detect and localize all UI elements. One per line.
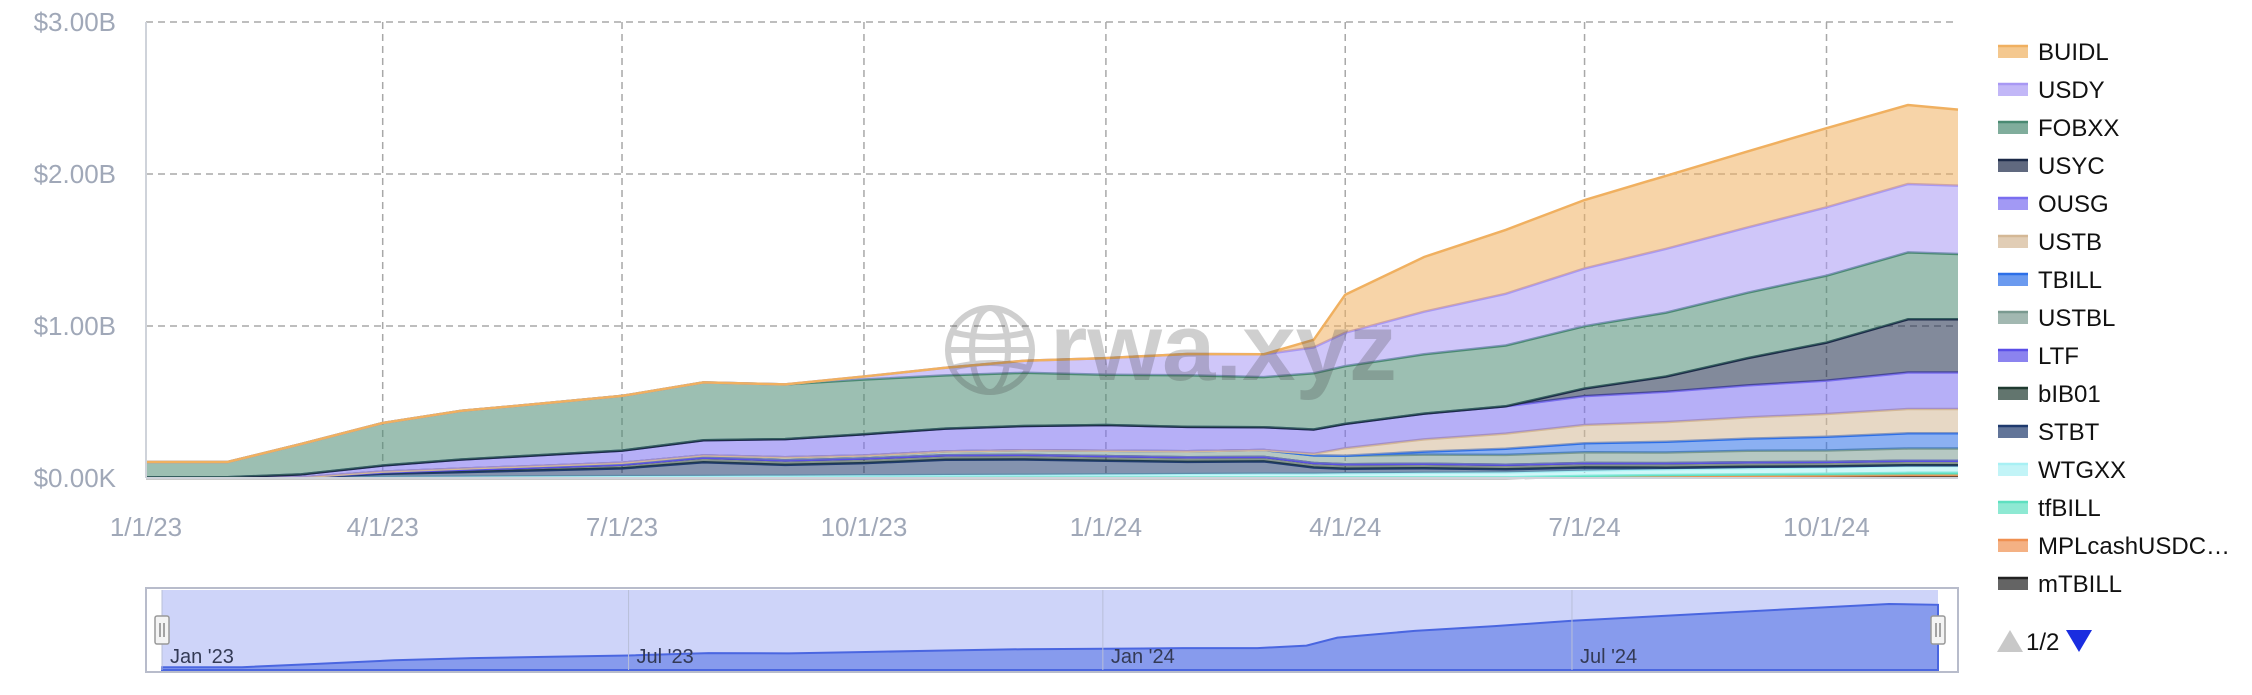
triangle-down-icon[interactable] bbox=[2066, 630, 2092, 652]
legend-label: FOBXX bbox=[2038, 115, 2119, 142]
legend-swatch bbox=[1998, 350, 2028, 362]
legend-label: BUIDL bbox=[2038, 39, 2109, 66]
legend-swatch bbox=[1998, 46, 2028, 58]
legend-label: USTBL bbox=[2038, 305, 2115, 332]
legend-swatch bbox=[1998, 274, 2028, 286]
legend-item-wtgxx[interactable]: WTGXX bbox=[1998, 457, 2126, 484]
x-tick-label: 4/1/24 bbox=[1309, 512, 1381, 542]
legend-item-tbill[interactable]: TBILL bbox=[1998, 267, 2102, 294]
tick-labels: $0.00K $1.00B $2.00B $3.00B 1/1/23 4/1/23 7/1/… bbox=[34, 7, 1870, 542]
legend-label: USYC bbox=[2038, 153, 2105, 180]
legend-item-tfbill[interactable]: tfBILL bbox=[1998, 495, 2101, 522]
x-tick-label: 7/1/24 bbox=[1548, 512, 1620, 542]
legend-label: TBILL bbox=[2038, 267, 2102, 294]
legend-label: USDY bbox=[2038, 77, 2105, 104]
legend-label: WTGXX bbox=[2038, 457, 2126, 484]
navigator-left-handle[interactable] bbox=[154, 615, 170, 645]
navigator[interactable]: Jan '23 Jul '23 Jan '24 Jul '24 bbox=[145, 587, 1959, 673]
legend-label: USTB bbox=[2038, 229, 2102, 256]
legend-label: MPLcashUSDC… bbox=[2038, 533, 2230, 560]
legend-swatch bbox=[1998, 312, 2028, 324]
legend-swatch bbox=[1998, 388, 2028, 400]
legend-item-ousg[interactable]: OUSG bbox=[1998, 191, 2109, 218]
legend-swatch bbox=[1998, 236, 2028, 248]
legend-item-mtbill[interactable]: mTBILL bbox=[1998, 571, 2122, 598]
navigator-label: Jul '23 bbox=[637, 646, 694, 668]
navigator-right-handle[interactable] bbox=[1930, 615, 1946, 645]
legend-item-buidl[interactable]: BUIDL bbox=[1998, 39, 2109, 66]
watermark: rwa.xyz bbox=[945, 294, 1397, 401]
plot-areas bbox=[146, 103, 1959, 480]
legend-swatch bbox=[1998, 198, 2028, 210]
legend-item-stbt[interactable]: STBT bbox=[1998, 419, 2100, 446]
legend-label: LTF bbox=[2038, 343, 2079, 370]
legend-label: mTBILL bbox=[2038, 571, 2122, 598]
x-tick-label: 1/1/24 bbox=[1070, 512, 1142, 542]
legend-item-mplcashusdc[interactable]: MPLcashUSDC… bbox=[1998, 533, 2230, 560]
navigator-label: Jul '24 bbox=[1580, 646, 1637, 668]
legend-label: OUSG bbox=[2038, 191, 2109, 218]
legend-label: bIB01 bbox=[2038, 381, 2101, 408]
area-bib01 bbox=[146, 454, 1958, 478]
x-tick-label: 10/1/23 bbox=[821, 512, 908, 542]
area-stbt bbox=[146, 459, 1958, 478]
legend-pager: 1/2 bbox=[1997, 629, 2092, 656]
triangle-up-icon[interactable] bbox=[1997, 630, 2023, 652]
x-tick-label: 4/1/23 bbox=[347, 512, 419, 542]
legend-page-indicator: 1/2 bbox=[2026, 629, 2059, 656]
watermark-text: rwa.xyz bbox=[1050, 294, 1397, 401]
navigator-labels: Jan '23 Jul '23 Jan '24 Jul '24 bbox=[161, 590, 1637, 670]
line-buidl bbox=[146, 103, 1959, 464]
legend-item-usyc[interactable]: USYC bbox=[1998, 153, 2105, 180]
navigator-label: Jan '23 bbox=[170, 646, 234, 668]
legend-label: tfBILL bbox=[2038, 495, 2101, 522]
legend-item-ltf[interactable]: LTF bbox=[1998, 343, 2079, 370]
y-tick-label: $3.00B bbox=[34, 7, 116, 37]
x-tick-label: 10/1/24 bbox=[1783, 512, 1870, 542]
legend-item-ustb[interactable]: USTB bbox=[1998, 229, 2102, 256]
area-fobxx bbox=[146, 252, 1958, 478]
legend-item-ustbl[interactable]: USTBL bbox=[1998, 305, 2115, 332]
axes bbox=[145, 22, 1958, 479]
legend-swatch bbox=[1998, 122, 2028, 134]
area-usdy bbox=[146, 184, 1958, 462]
legend-item-fobxx[interactable]: FOBXX bbox=[1998, 115, 2119, 142]
x-tick-label: 7/1/23 bbox=[586, 512, 658, 542]
legend-swatch bbox=[1998, 540, 2028, 552]
y-tick-label: $0.00K bbox=[34, 463, 117, 493]
y-tick-label: $2.00B bbox=[34, 159, 116, 189]
navigator-series bbox=[161, 602, 1939, 671]
legend-swatch bbox=[1998, 464, 2028, 476]
legend-swatch bbox=[1998, 578, 2028, 590]
x-tick-label: 1/1/23 bbox=[110, 512, 182, 542]
legend-swatch bbox=[1998, 160, 2028, 172]
globe-icon bbox=[945, 305, 1035, 395]
legend-item-usdy[interactable]: USDY bbox=[1998, 77, 2105, 104]
legend-item-bib01[interactable]: bIB01 bbox=[1998, 381, 2101, 408]
legend-label: STBT bbox=[2038, 419, 2100, 446]
legend-swatch bbox=[1998, 502, 2028, 514]
legend: BUIDL USDY FOBXX USYC OUSG USTB TBILL USTBL LTF b… bbox=[1998, 39, 2230, 598]
legend-swatch bbox=[1998, 426, 2028, 438]
y-tick-label: $1.00B bbox=[34, 311, 116, 341]
area-wtgxx bbox=[146, 466, 1958, 478]
legend-swatch bbox=[1998, 84, 2028, 96]
navigator-label: Jan '24 bbox=[1111, 646, 1175, 668]
